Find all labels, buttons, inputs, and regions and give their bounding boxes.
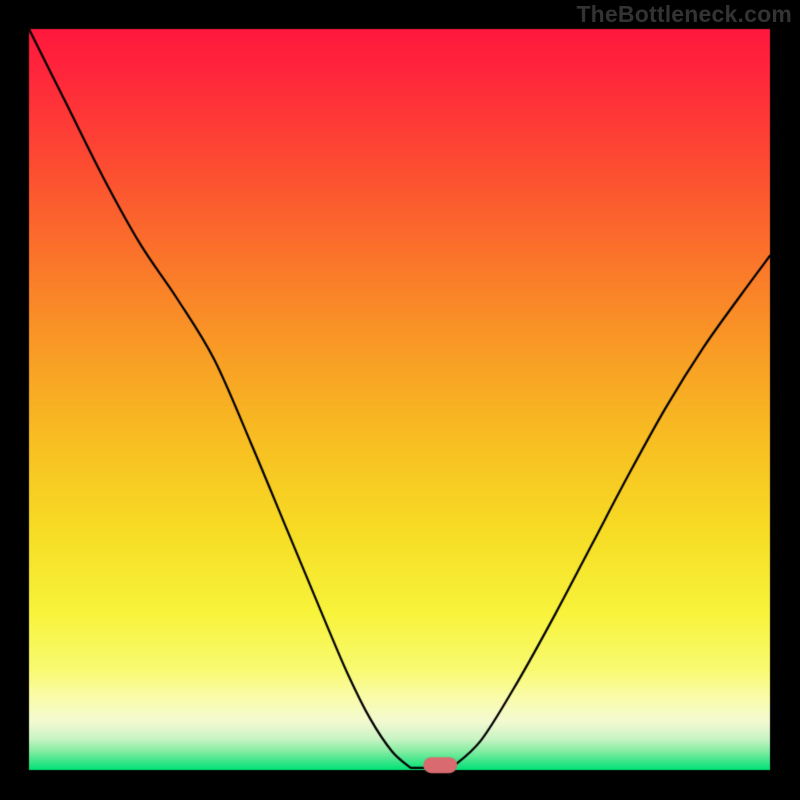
- chart-stage: TheBottleneck.com: [0, 0, 800, 800]
- watermark-text: TheBottleneck.com: [576, 1, 792, 28]
- bottleneck-chart-canvas: [0, 0, 800, 800]
